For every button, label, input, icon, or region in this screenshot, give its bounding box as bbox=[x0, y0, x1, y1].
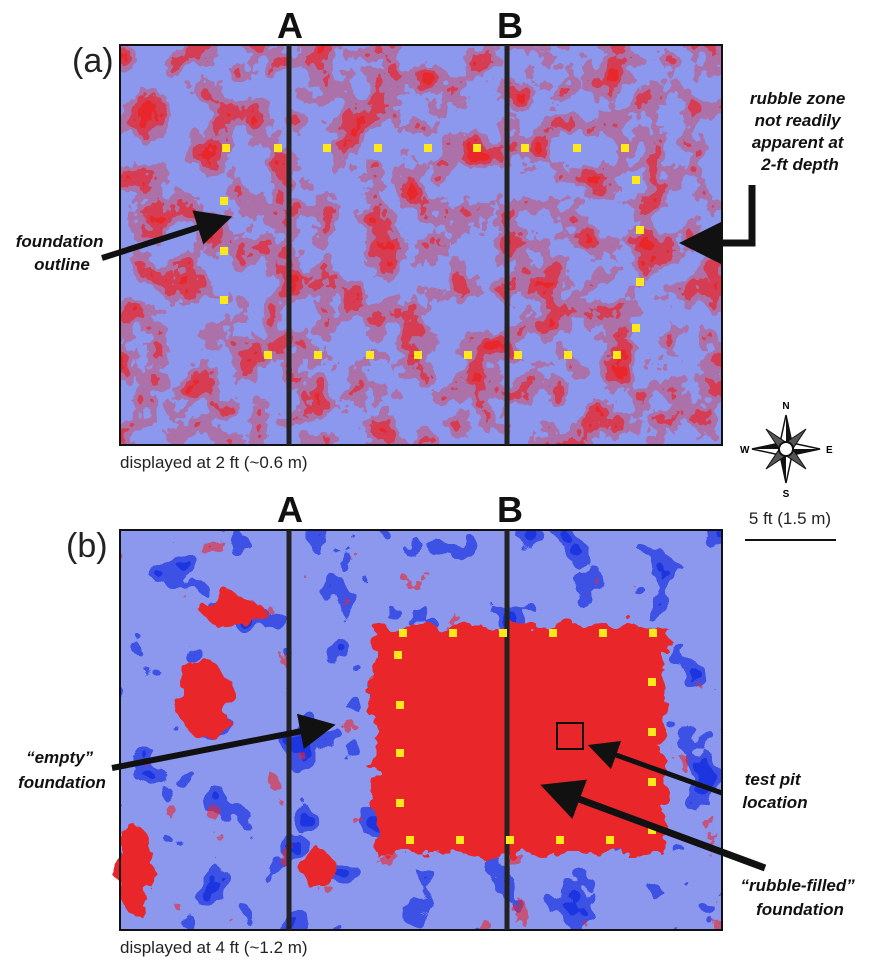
marker bbox=[514, 351, 522, 359]
marker bbox=[396, 799, 404, 807]
marker bbox=[464, 351, 472, 359]
compass-e: E bbox=[826, 445, 833, 456]
marker bbox=[396, 749, 404, 757]
marker bbox=[636, 226, 644, 234]
marker bbox=[649, 629, 657, 637]
marker bbox=[556, 836, 564, 844]
marker bbox=[366, 351, 374, 359]
scale-label: 5 ft (1.5 m) bbox=[749, 509, 831, 528]
map-b bbox=[117, 529, 723, 931]
marker bbox=[506, 836, 514, 844]
marker bbox=[456, 836, 464, 844]
compass-s: S bbox=[783, 489, 790, 500]
marker bbox=[314, 351, 322, 359]
annotation: foundation outline bbox=[16, 232, 109, 274]
marker bbox=[396, 701, 404, 709]
panel-label: (b) bbox=[66, 527, 108, 565]
marker bbox=[414, 351, 422, 359]
marker bbox=[220, 197, 228, 205]
caption: displayed at 4 ft (~1.2 m) bbox=[120, 938, 308, 957]
marker bbox=[220, 296, 228, 304]
marker bbox=[521, 144, 529, 152]
compass-n: N bbox=[782, 401, 789, 412]
marker bbox=[648, 728, 656, 736]
annotation: “rubble-filled” foundation bbox=[740, 876, 859, 919]
arrow bbox=[101, 210, 233, 261]
marker bbox=[374, 144, 382, 152]
annotation: “empty” foundation bbox=[18, 748, 106, 792]
line-label: B bbox=[497, 489, 523, 530]
arrow bbox=[679, 185, 756, 264]
marker bbox=[613, 351, 621, 359]
arrow bbox=[587, 740, 723, 796]
marker bbox=[449, 629, 457, 637]
caption: displayed at 2 ft (~0.6 m) bbox=[120, 453, 308, 472]
map-a bbox=[119, 44, 723, 446]
marker bbox=[599, 629, 607, 637]
marker bbox=[573, 144, 581, 152]
marker bbox=[406, 836, 414, 844]
marker bbox=[648, 778, 656, 786]
marker bbox=[632, 176, 640, 184]
marker bbox=[648, 678, 656, 686]
compass: N S E W bbox=[740, 401, 833, 500]
marker bbox=[636, 278, 644, 286]
annotation: rubble zone not readily apparent at 2-ft… bbox=[750, 89, 850, 174]
marker bbox=[220, 247, 228, 255]
arrow bbox=[111, 713, 336, 771]
marker bbox=[632, 324, 640, 332]
marker bbox=[564, 351, 572, 359]
marker bbox=[222, 144, 230, 152]
marker bbox=[648, 826, 656, 834]
line-label: A bbox=[277, 489, 303, 530]
marker bbox=[264, 351, 272, 359]
marker bbox=[274, 144, 282, 152]
marker bbox=[399, 629, 407, 637]
arrow bbox=[540, 779, 767, 872]
marker bbox=[606, 836, 614, 844]
marker bbox=[394, 651, 402, 659]
marker bbox=[424, 144, 432, 152]
marker bbox=[473, 144, 481, 152]
marker bbox=[621, 144, 629, 152]
panel-label: (a) bbox=[72, 42, 114, 80]
marker bbox=[323, 144, 331, 152]
marker bbox=[549, 629, 557, 637]
marker bbox=[499, 629, 507, 637]
annotation: test pit location bbox=[742, 770, 807, 812]
line-label: B bbox=[497, 5, 523, 46]
line-label: A bbox=[277, 5, 303, 46]
compass-w: W bbox=[740, 445, 750, 456]
